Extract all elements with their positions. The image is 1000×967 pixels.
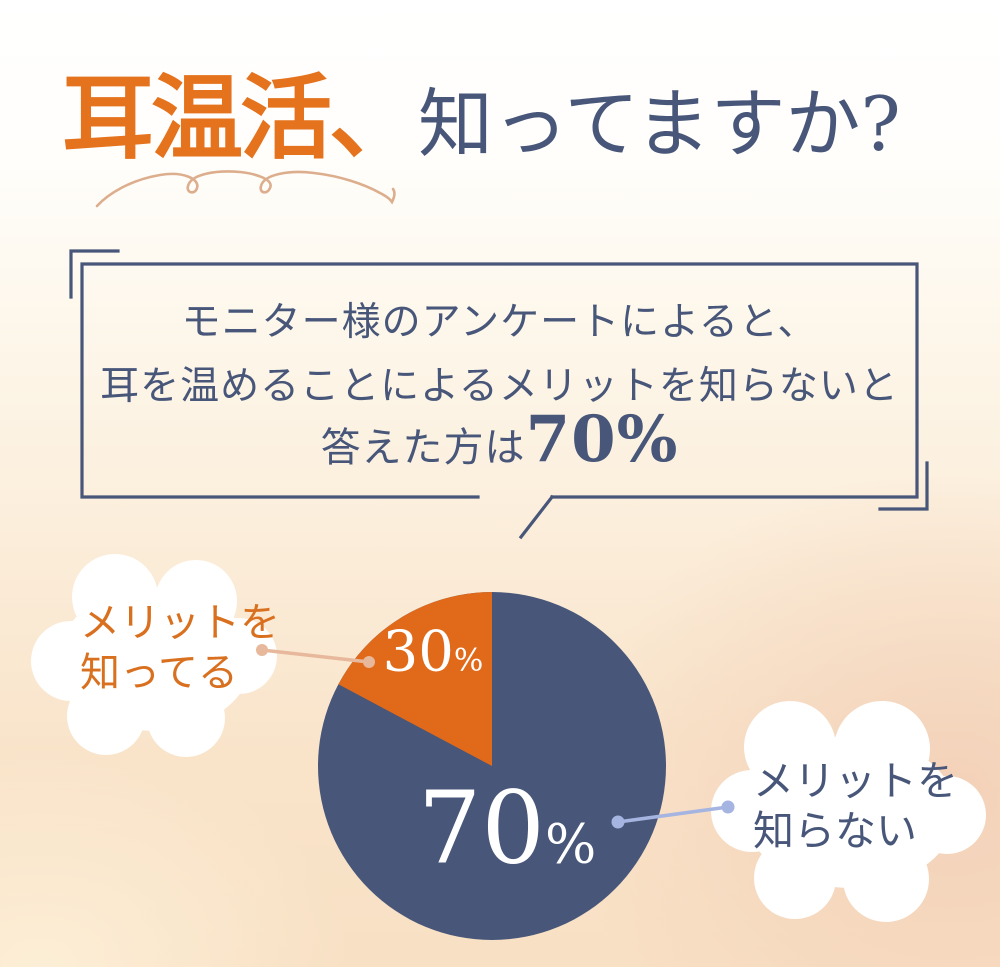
legend-label-unknown-line2: 知らない xyxy=(753,807,917,855)
callout-line-1: モニター様のアンケートによると、 xyxy=(181,300,818,345)
callout-tail xyxy=(518,494,555,540)
connector-known-cloud-dot xyxy=(256,644,268,656)
pie-chart xyxy=(318,592,666,940)
legend-label-unknown-line1: メリットを xyxy=(753,757,958,805)
legend-label-known: メリットを 知ってる xyxy=(80,598,280,698)
callout-border xyxy=(80,262,919,499)
pie-label-majority: 70 % xyxy=(418,770,597,887)
callout-line-2: 耳を温めることによるメリットを知らないと xyxy=(100,364,899,409)
legend-label-known-line2: 知ってる xyxy=(80,650,238,696)
connector-unknown-pie-dot xyxy=(611,815,625,829)
legend-cloud-unknown xyxy=(711,701,986,922)
title-rest: 知ってますか? xyxy=(418,80,901,168)
callout-line-3: 答えた方は 70% xyxy=(82,402,917,477)
pie-label-minority-percent-sign: % xyxy=(453,642,484,679)
callout-corner-bracket-top-left xyxy=(69,249,120,299)
connector-known xyxy=(256,644,375,668)
pie-label-majority-number: 70 xyxy=(417,769,545,887)
connector-unknown xyxy=(611,800,735,829)
legend-label-unknown: メリットを 知らない xyxy=(753,756,958,856)
connector-unknown-cloud-dot xyxy=(721,800,735,814)
connector-known-pie-dot xyxy=(363,656,375,668)
title-highlight: 耳温活、 xyxy=(62,64,421,172)
callout-corner-bracket-bottom-right xyxy=(878,461,929,511)
legend-cloud-known xyxy=(31,554,277,757)
callout-line-3-prefix: 答えた方は xyxy=(320,425,526,471)
survey-callout-frame xyxy=(69,249,929,540)
page-title: 耳温活、 知ってますか? xyxy=(62,70,901,167)
legend-label-known-line1: メリットを xyxy=(80,600,280,646)
title-underline-swash xyxy=(95,170,396,208)
pie-label-minority-number: 30 xyxy=(382,619,454,685)
pie-label-majority-percent-sign: % xyxy=(544,812,597,876)
pie-label-minority: 30 % xyxy=(383,620,484,685)
pie-slice-minority xyxy=(338,592,492,766)
callout-stat-value: 70% xyxy=(525,402,679,477)
